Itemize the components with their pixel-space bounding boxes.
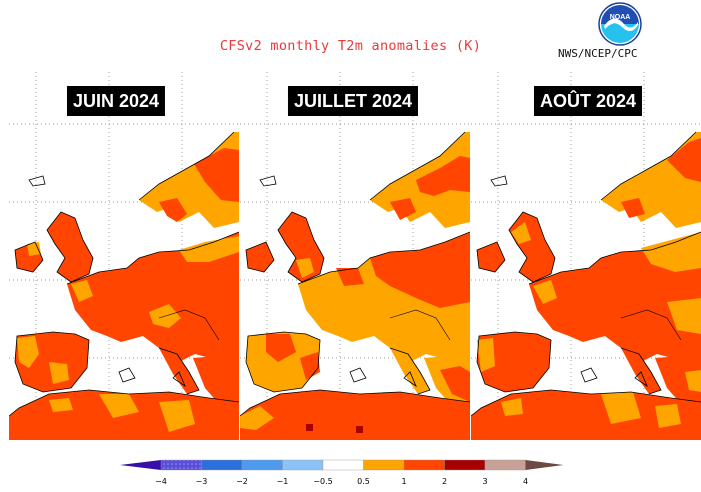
- map-panel-august: AOÛT 2024: [471, 72, 701, 440]
- legend-swatch: [282, 459, 324, 471]
- legend-tick-label: −3: [196, 477, 208, 486]
- legend-swatch: [241, 459, 283, 471]
- legend-tick-labels: −4 −3 −2 −1 −0.5 0.5 1 2 3 4: [155, 477, 528, 486]
- map-panel-july: JUILLET 2024: [240, 72, 470, 440]
- legend-tick-label: 0.5: [357, 477, 370, 486]
- legend-tick-label: −0.5: [313, 477, 332, 486]
- legend-swatch: [484, 459, 526, 471]
- noaa-logo-icon: NOAA: [598, 2, 642, 46]
- anomaly-map-july: [240, 72, 470, 440]
- legend-swatch: [403, 459, 445, 471]
- legend-tick-label: −2: [236, 477, 248, 486]
- legend-arrow-above: [525, 460, 564, 470]
- agency-label: NWS/NCEP/CPC: [558, 47, 638, 60]
- legend-swatch: [444, 459, 486, 471]
- legend-swatch: [322, 459, 364, 471]
- legend-arrow-below: [120, 460, 161, 470]
- legend-tick-label: 2: [442, 477, 447, 486]
- legend-tick-label: 3: [482, 477, 487, 486]
- anomaly-map-june: [9, 72, 239, 440]
- anomaly-map-august: [471, 72, 701, 440]
- legend-swatch: [160, 459, 202, 471]
- legend-tick-label: 4: [523, 477, 528, 486]
- coastlines: [240, 131, 470, 417]
- panel-label-august: AOÛT 2024: [533, 86, 643, 116]
- panel-label-july: JUILLET 2024: [287, 86, 419, 116]
- legend-swatches: [120, 459, 564, 471]
- map-panel-june: JUIN 2024: [9, 72, 239, 440]
- map-title: CFSv2 monthly T2m anomalies (K): [219, 38, 482, 54]
- panel-label-june: JUIN 2024: [66, 86, 166, 116]
- coastlines: [471, 131, 701, 417]
- legend-swatch: [363, 459, 405, 471]
- svg-text:NOAA: NOAA: [610, 14, 631, 21]
- legend-tick-label: −4: [155, 477, 167, 486]
- legend-tick-label: −1: [277, 477, 289, 486]
- legend-swatch: [201, 459, 243, 471]
- legend-tick-label: 1: [401, 477, 406, 486]
- coastlines: [9, 131, 239, 417]
- color-legend: −4 −3 −2 −1 −0.5 0.5 1 2 3 4: [120, 459, 564, 486]
